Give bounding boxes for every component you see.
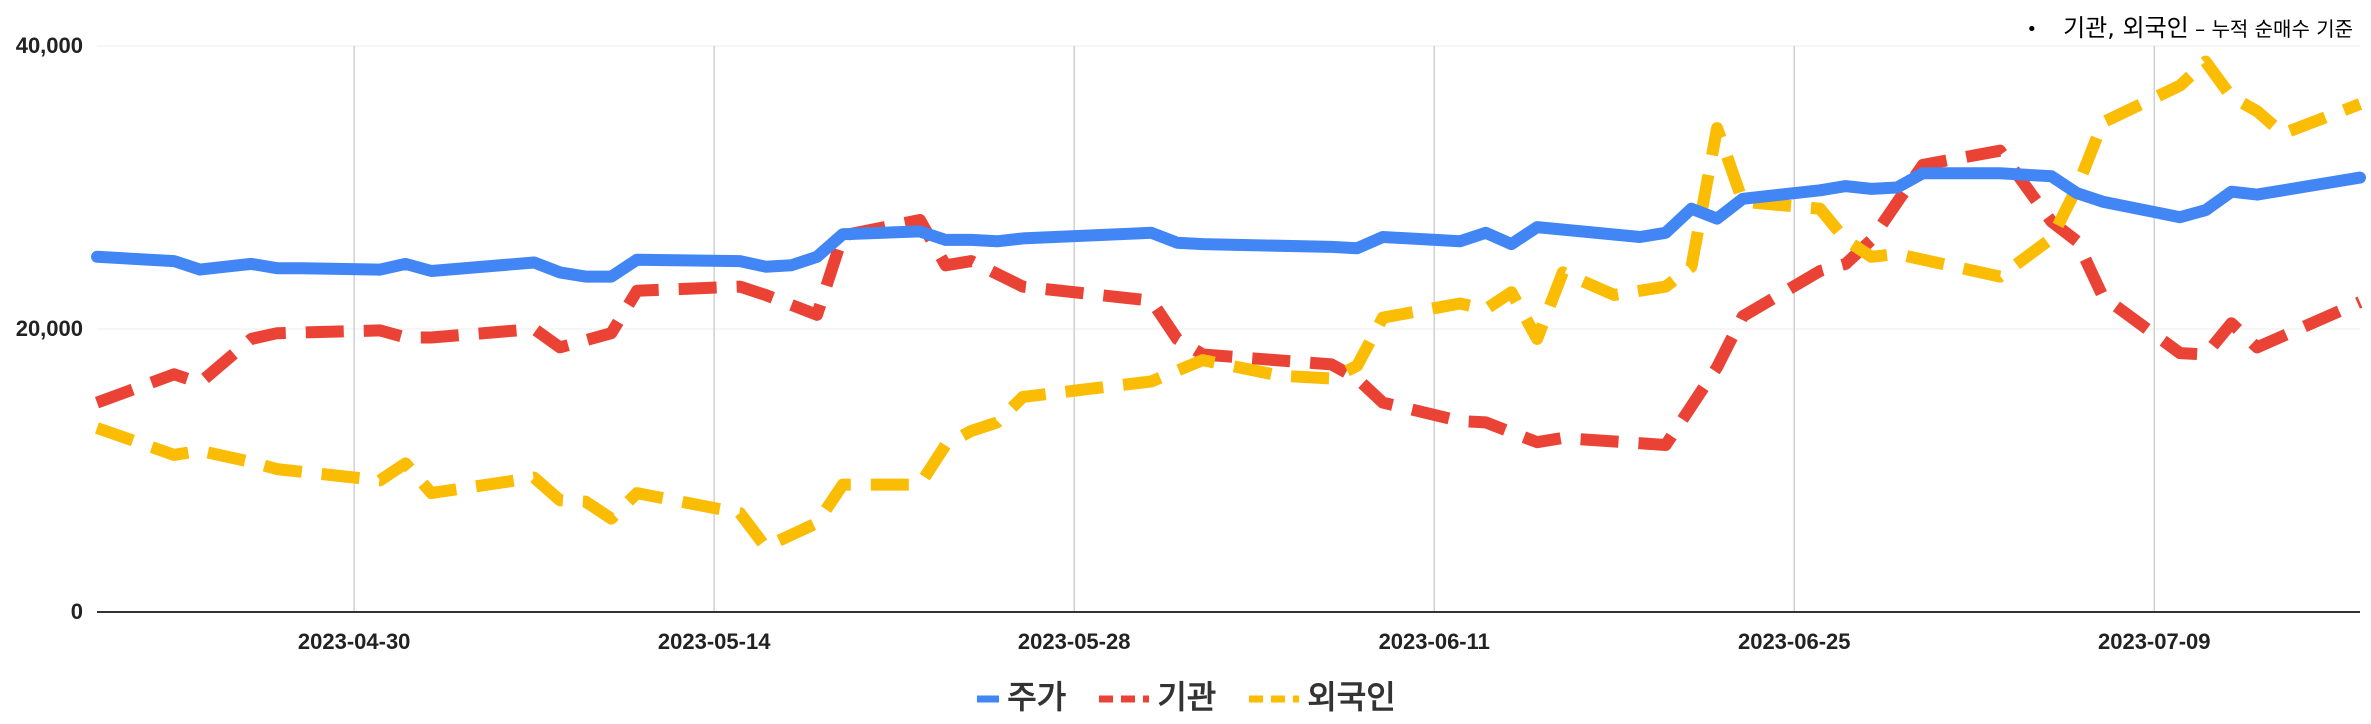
y-tick-label: 20,000 [16,316,83,341]
legend-label-foreigner: 외국인 [1307,678,1396,716]
x-tick-label: 2023-05-28 [1018,629,1131,654]
legend-item-institution: 기관 [1097,672,1216,718]
legend-item-foreigner: 외국인 [1247,672,1396,718]
legend-label-stock: 주가 [1007,678,1067,716]
note-main-text: 기관, 외국인 [2063,14,2189,42]
legend-swatch-institution [1099,695,1150,703]
note-bullet: • [2026,18,2038,40]
y-tick-label: 40,000 [16,33,83,58]
y-tick-label: 0 [71,599,83,624]
legend-swatch-stock [977,695,1000,703]
legend-item-stock: 주가 [975,672,1066,718]
series-line-2 [95,55,2363,553]
series-lines [91,55,2366,553]
x-tick-label: 2023-06-11 [1379,629,1490,654]
chart-note: • 기관, 외국인 – 누적 순매수 기준 [2026,8,2353,43]
axes: 0 20,000 40,000 2023-04-30 2023-05-14 2023-05… [16,33,2360,654]
x-tick-label: 2023-07-09 [2098,629,2211,654]
legend-label-institution: 기관 [1157,678,1217,716]
note-sub-text: – 누적 순매수 기준 [2188,17,2353,41]
x-tick-label: 2023-06-25 [1738,629,1851,654]
series-line-1 [94,144,2363,451]
grid-lines [97,45,2360,612]
x-tick-label: 2023-04-30 [298,629,411,654]
x-tick-label: 2023-05-14 [658,629,771,654]
series-line-0 [91,167,2366,283]
legend-swatch-foreigner [1249,695,1300,703]
chart-legend: 주가 기관 외국인 [0,672,2371,718]
